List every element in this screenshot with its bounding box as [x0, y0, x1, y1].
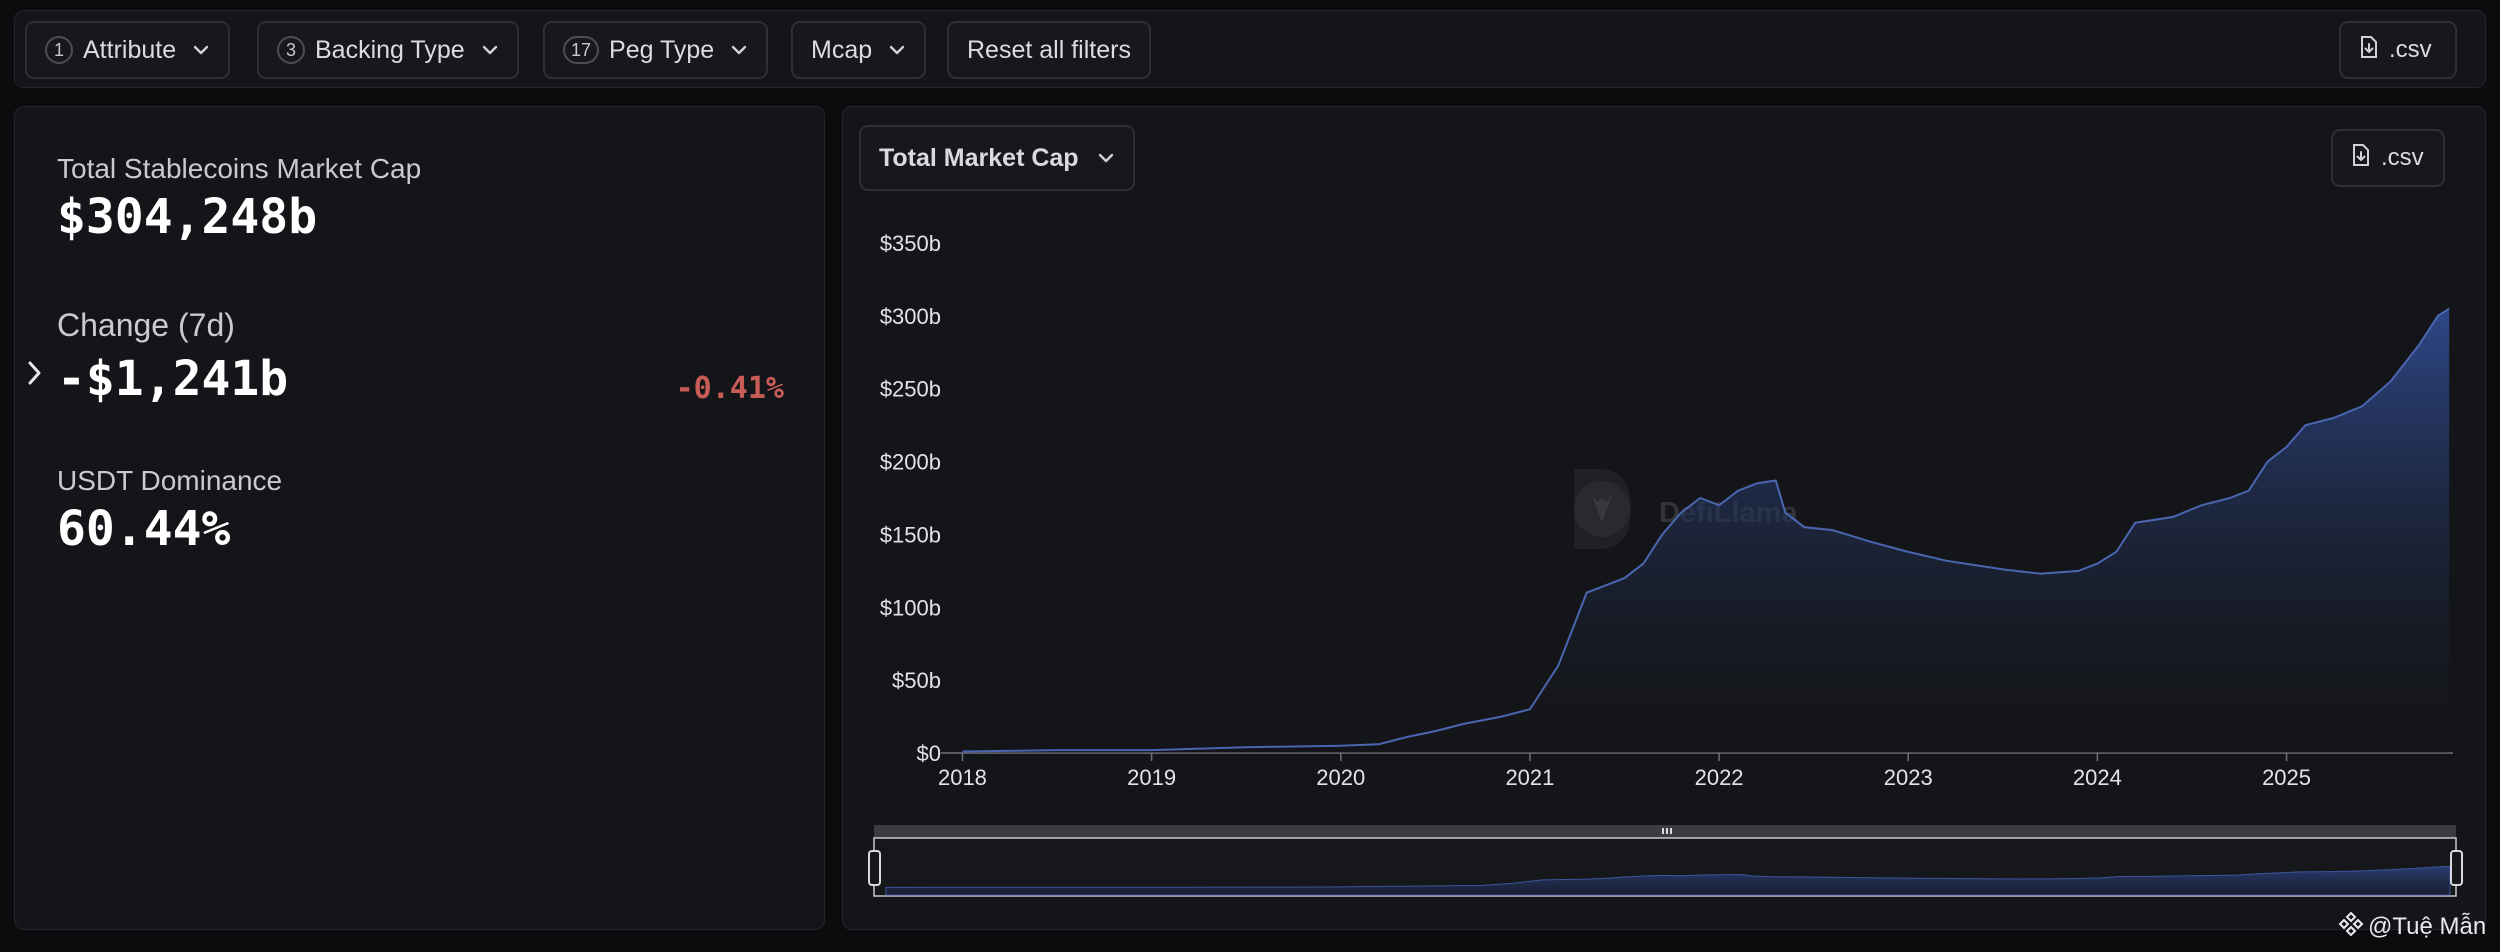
backing-type-filter-button[interactable]: 3 Backing Type — [257, 21, 519, 79]
filter-count-badge: 17 — [563, 36, 600, 64]
reset-filters-button[interactable]: Reset all filters — [947, 21, 1151, 79]
filter-bar: 1 Attribute 3 Backing Type 17 Peg Type M… — [14, 10, 2486, 88]
filter-count-badge: 1 — [45, 36, 73, 64]
chevron-right-icon[interactable] — [27, 359, 43, 392]
y-tick-label: $200b — [880, 450, 941, 475]
y-tick-label: $350b — [880, 231, 941, 256]
x-tick-label: 2021 — [1505, 765, 1554, 790]
chart-panel: Total Market Cap .csv $0 $50b $100b $150b $2… — [842, 106, 2486, 930]
binance-logo-icon — [2338, 910, 2364, 943]
y-axis: $0 $50b $100b $150b $200b $250b $300b $350b — [880, 231, 941, 766]
x-axis: 2018 2019 2020 2021 2022 2023 2024 2025 — [938, 752, 2453, 790]
filter-label: Backing Type — [315, 35, 465, 64]
reset-label: Reset all filters — [967, 35, 1131, 64]
filter-count-badge: 3 — [277, 36, 305, 64]
y-tick-label: $0 — [917, 741, 941, 766]
x-tick-label: 2024 — [2073, 765, 2122, 790]
x-tick-label: 2019 — [1127, 765, 1176, 790]
slider-right-handle[interactable] — [2450, 850, 2463, 886]
y-tick-label: $100b — [880, 595, 941, 620]
change-7d-value: -$1,241b — [57, 351, 289, 407]
chart-type-select[interactable]: Total Market Cap — [859, 125, 1135, 191]
credit-watermark: @Tuệ Mẫn — [2338, 910, 2486, 943]
x-tick-label: 2018 — [938, 765, 987, 790]
chart-select-label: Total Market Cap — [879, 143, 1079, 172]
y-tick-label: $300b — [880, 304, 941, 329]
peg-type-filter-button[interactable]: 17 Peg Type — [543, 21, 769, 79]
attribute-filter-button[interactable]: 1 Attribute — [25, 21, 231, 79]
x-tick-label: 2022 — [1695, 765, 1744, 790]
download-csv-button[interactable]: .csv — [2339, 21, 2457, 79]
stats-panel: Total Stablecoins Market Cap $304,248b C… — [14, 106, 825, 930]
x-tick-label: 2020 — [1316, 765, 1365, 790]
credit-text: @Tuệ Mẫn — [2368, 912, 2487, 940]
filter-label: Mcap — [811, 35, 873, 64]
slider-track[interactable] — [874, 825, 2456, 838]
market-cap-chart[interactable]: $0 $50b $100b $150b $200b $250b $300b $350b 201… — [843, 107, 2487, 931]
chevron-down-icon — [730, 44, 748, 56]
change-7d-label: Change (7d) — [57, 307, 235, 343]
csv-label: .csv — [2381, 144, 2424, 171]
mini-area — [885, 865, 2451, 896]
chevron-down-icon — [1097, 152, 1115, 164]
filter-label: Attribute — [83, 35, 177, 64]
chevron-down-icon — [888, 44, 906, 56]
market-cap-area — [962, 308, 2450, 753]
y-tick-label: $150b — [880, 522, 941, 547]
slider-left-handle[interactable] — [868, 850, 881, 886]
usdt-dominance-label: USDT Dominance — [57, 465, 283, 496]
file-download-icon — [2351, 143, 2371, 174]
filter-label: Peg Type — [609, 35, 715, 64]
chevron-down-icon — [481, 44, 499, 56]
total-mcap-label: Total Stablecoins Market Cap — [57, 153, 422, 184]
market-cap-line — [962, 307, 2450, 753]
slider-grip-icon[interactable] — [1662, 828, 1672, 834]
csv-label: .csv — [2389, 36, 2432, 63]
chart-download-csv-button[interactable]: .csv — [2331, 129, 2445, 187]
x-tick-label: 2025 — [2262, 765, 2311, 790]
total-mcap-value: $304,248b — [57, 189, 318, 245]
change-7d-percent: -0.41% — [675, 371, 784, 406]
chevron-down-icon — [192, 44, 210, 56]
y-tick-label: $50b — [892, 668, 941, 693]
file-download-icon — [2359, 35, 2379, 66]
zoom-slider[interactable] — [868, 825, 2463, 897]
usdt-dominance-value: 60.44% — [57, 501, 231, 557]
x-tick-label: 2023 — [1884, 765, 1933, 790]
y-tick-label: $250b — [880, 377, 941, 402]
mcap-filter-button[interactable]: Mcap — [791, 21, 927, 79]
